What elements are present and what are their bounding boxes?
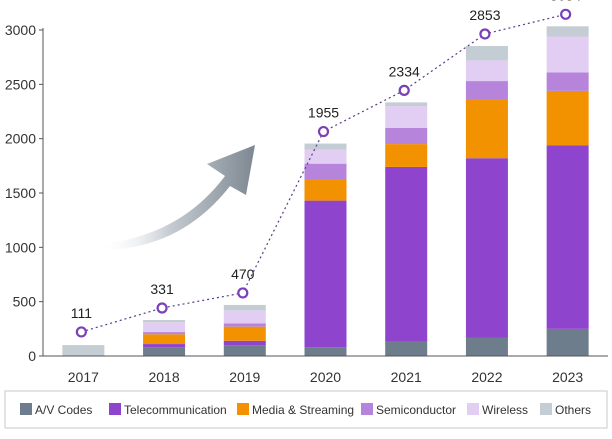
bar-segment-2019-series-4 bbox=[223, 310, 266, 324]
bar-segment-2019-series-2 bbox=[223, 326, 266, 341]
bar-segment-2020-series-3 bbox=[304, 163, 347, 180]
bar-segment-2020-series-0 bbox=[304, 347, 347, 356]
bar-segment-2022-series-0 bbox=[465, 337, 508, 356]
bar-segment-2022-series-3 bbox=[465, 81, 508, 100]
x-tick-label-2017: 2017 bbox=[68, 369, 99, 385]
bars-layer bbox=[62, 26, 589, 356]
bar-segment-2018-series-0 bbox=[143, 347, 186, 356]
bar-segment-2023-series-0 bbox=[546, 328, 589, 356]
total-label-2019: 470 bbox=[231, 266, 255, 282]
bar-segment-2021-series-4 bbox=[385, 106, 428, 128]
total-marker-2018 bbox=[156, 302, 168, 314]
legend: A/V Codes Telecommunication Media & Stream… bbox=[4, 390, 608, 429]
legend-swatch-4 bbox=[467, 403, 479, 415]
legend-label-2: Media & Streaming bbox=[252, 403, 354, 417]
y-tick-label-3000: 3000 bbox=[5, 22, 36, 38]
total-label-2023: 3034 bbox=[550, 0, 581, 3]
bar-segment-2018-series-4 bbox=[143, 322, 186, 333]
legend-swatch-1 bbox=[109, 403, 121, 415]
total-marker-2023 bbox=[560, 8, 572, 20]
x-tick-label-2020: 2020 bbox=[310, 369, 341, 385]
total-marker-2020 bbox=[317, 125, 330, 138]
bar-segment-2019-series-1 bbox=[223, 340, 266, 346]
bar-segment-2023-series-1 bbox=[546, 145, 589, 329]
bar-segment-2021-series-0 bbox=[385, 341, 428, 356]
bar-segment-2018-series-2 bbox=[143, 334, 186, 345]
total-marker-2022 bbox=[479, 28, 491, 40]
bar-segment-2020-series-4 bbox=[304, 149, 347, 164]
bar-segment-2018-series-5 bbox=[143, 320, 186, 323]
axes-layer: 0 500 1000 1500 2000 2500 3000 2017 2018 2019 2020… bbox=[5, 22, 608, 385]
bar-segment-2021-series-5 bbox=[385, 102, 428, 107]
y-tick-label-1500: 1500 bbox=[5, 185, 36, 201]
bar-segment-2019-series-0 bbox=[223, 345, 266, 356]
bar-segment-2021-series-2 bbox=[385, 144, 428, 167]
bar-segment-2022-series-5 bbox=[465, 45, 508, 61]
total-label-2022: 2853 bbox=[469, 7, 500, 23]
bar-segment-2018-series-3 bbox=[143, 332, 186, 335]
legend-label-4: Wireless bbox=[482, 403, 528, 417]
total-label-2017: 111 bbox=[71, 305, 92, 321]
totals-layer: 111 331 470 1955 2334 2853 3034 bbox=[71, 0, 581, 338]
y-tick-label-2000: 2000 bbox=[5, 131, 36, 147]
x-tick-label-2023: 2023 bbox=[552, 369, 583, 385]
y-tick-label-2500: 2500 bbox=[5, 76, 36, 92]
bar-segment-2022-series-4 bbox=[465, 60, 508, 82]
y-tick-label-0: 0 bbox=[28, 348, 36, 364]
y-tick-label-500: 500 bbox=[13, 294, 37, 310]
bar-segment-2020-series-5 bbox=[304, 143, 347, 150]
legend-label-5: Others bbox=[555, 403, 591, 417]
legend-label-3: Semiconductor bbox=[376, 403, 456, 417]
legend-label-1: Telecommunication bbox=[124, 403, 227, 417]
bar-segment-2023-series-2 bbox=[546, 90, 589, 146]
bar-segment-2021-series-3 bbox=[385, 127, 428, 145]
bar-segment-2023-series-4 bbox=[546, 36, 589, 73]
total-label-2021: 2334 bbox=[389, 63, 420, 79]
legend-swatch-5 bbox=[540, 403, 552, 415]
bar-segment-2022-series-1 bbox=[465, 158, 508, 338]
x-tick-label-2018: 2018 bbox=[148, 369, 179, 385]
legend-swatch-2 bbox=[237, 403, 249, 415]
y-tick-label-1000: 1000 bbox=[5, 239, 36, 255]
bar-segment-2020-series-1 bbox=[304, 200, 347, 348]
bar-segment-2019-series-3 bbox=[223, 323, 266, 327]
bar-segment-2022-series-2 bbox=[465, 99, 508, 159]
legend-swatch-3 bbox=[361, 403, 373, 415]
legend-label-0: A/V Codes bbox=[35, 403, 92, 417]
x-tick-label-2019: 2019 bbox=[229, 369, 260, 385]
x-tick-label-2021: 2021 bbox=[391, 369, 422, 385]
bar-segment-2023-series-5 bbox=[546, 26, 589, 37]
x-tick-label-2022: 2022 bbox=[471, 369, 502, 385]
bar-segment-2017-series-5 bbox=[62, 345, 105, 356]
bar-segment-2023-series-3 bbox=[546, 72, 589, 91]
bar-segment-2020-series-2 bbox=[304, 179, 347, 201]
bar-segment-2019-series-5 bbox=[223, 304, 266, 311]
total-marker-2019 bbox=[237, 287, 249, 299]
total-marker-2017 bbox=[75, 326, 87, 338]
bar-segment-2021-series-1 bbox=[385, 166, 428, 342]
legend-box bbox=[4, 390, 608, 429]
total-marker-2021 bbox=[398, 84, 410, 96]
legend-swatch-0 bbox=[20, 403, 32, 415]
trend-arrow bbox=[100, 145, 255, 250]
bar-segment-2018-series-1 bbox=[143, 344, 186, 348]
total-label-2020: 1955 bbox=[308, 105, 339, 121]
total-label-2018: 331 bbox=[150, 281, 174, 297]
trend-arrow-shape bbox=[100, 145, 255, 250]
